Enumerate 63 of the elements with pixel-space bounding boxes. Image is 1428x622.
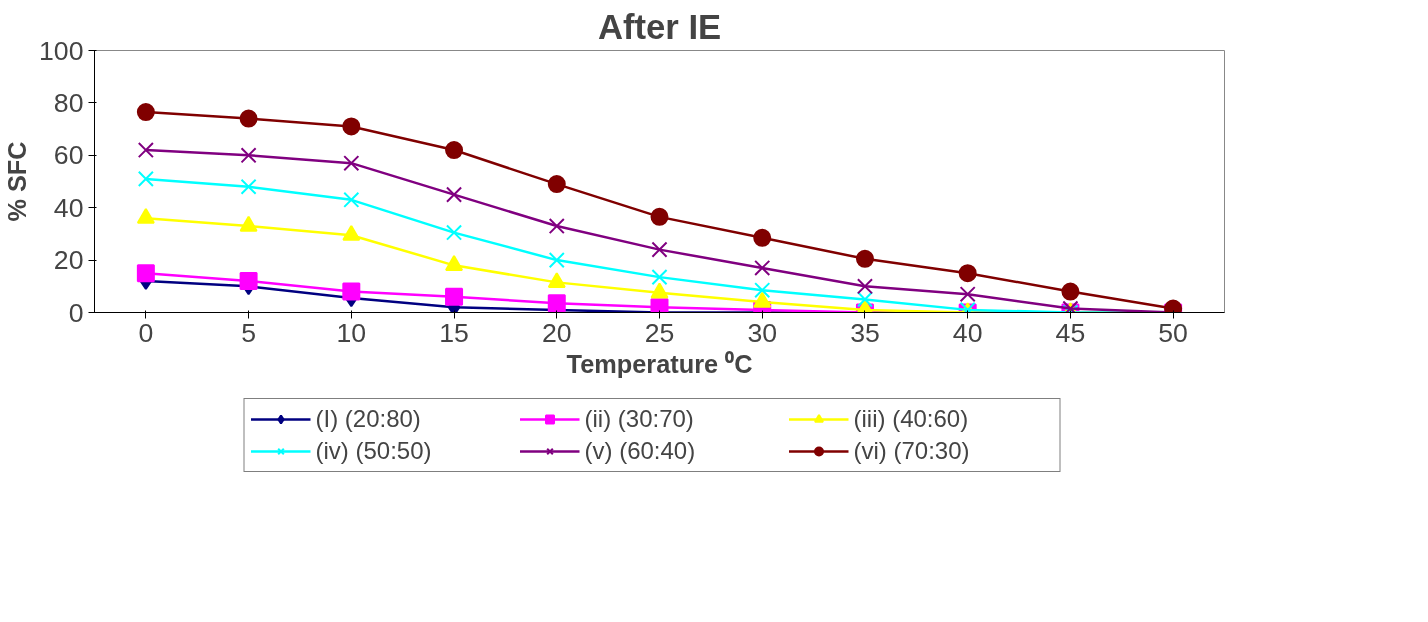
point	[239, 109, 258, 128]
y-tick-label: 80	[53, 87, 84, 118]
point	[548, 252, 565, 269]
y-tick-label: 40	[53, 192, 84, 223]
y-axis-title: % SFC	[3, 141, 32, 222]
legend-label: (I) (20:80)	[315, 405, 422, 433]
x-tick-label: 45	[1055, 317, 1086, 348]
point	[754, 259, 771, 277]
legend-label: (ii) (30:70)	[584, 405, 695, 433]
point	[342, 282, 361, 301]
point	[856, 291, 874, 308]
x-tick-label: 20	[541, 317, 572, 348]
point	[754, 282, 771, 299]
point	[445, 186, 463, 203]
point	[651, 269, 668, 286]
point	[547, 294, 566, 313]
x-tick-label: 40	[952, 317, 983, 348]
x-tick-label: 50	[1158, 317, 1188, 348]
point	[240, 147, 257, 164]
point	[856, 278, 874, 295]
point	[547, 175, 566, 194]
point	[445, 287, 464, 306]
y-tick-label: 100	[39, 35, 84, 66]
point	[753, 291, 772, 308]
point	[1061, 282, 1080, 301]
chart-title: After IE	[597, 7, 722, 46]
point	[959, 286, 976, 303]
point	[137, 170, 154, 187]
point	[445, 141, 464, 160]
x-tick-label: 30	[747, 317, 778, 348]
point	[958, 264, 977, 283]
y-tick-label: 20	[53, 245, 84, 276]
point	[651, 241, 668, 258]
x-tick-label: 35	[850, 317, 880, 348]
point	[753, 228, 772, 247]
point	[136, 103, 155, 122]
point	[137, 141, 154, 159]
x-tick-label: 25	[644, 317, 675, 348]
x-tick-label: 10	[336, 317, 367, 348]
point	[240, 178, 257, 195]
legend-label: (iv) (50:50)	[315, 437, 433, 465]
point	[136, 264, 155, 283]
point	[650, 207, 669, 226]
point	[342, 117, 361, 136]
point	[650, 298, 669, 313]
point	[445, 224, 463, 241]
x-tick-label: 15	[439, 317, 469, 348]
point	[548, 217, 565, 235]
point	[650, 282, 669, 299]
y-tick-label: 60	[53, 140, 84, 171]
point	[343, 155, 360, 172]
x-tick-label: 0	[138, 317, 154, 348]
point	[343, 191, 360, 208]
point	[239, 272, 258, 291]
legend-label: (iii) (40:60)	[853, 405, 970, 433]
legend-label: (v) (60:40)	[584, 437, 697, 465]
x-tick-label: 5	[241, 317, 257, 348]
point	[855, 249, 874, 268]
point	[445, 255, 464, 271]
legend-label: (vi) (70:30)	[853, 437, 971, 465]
x-axis-title: Temperature ⁰C	[566, 349, 753, 378]
point	[547, 272, 566, 288]
y-tick-label: 0	[68, 297, 84, 328]
